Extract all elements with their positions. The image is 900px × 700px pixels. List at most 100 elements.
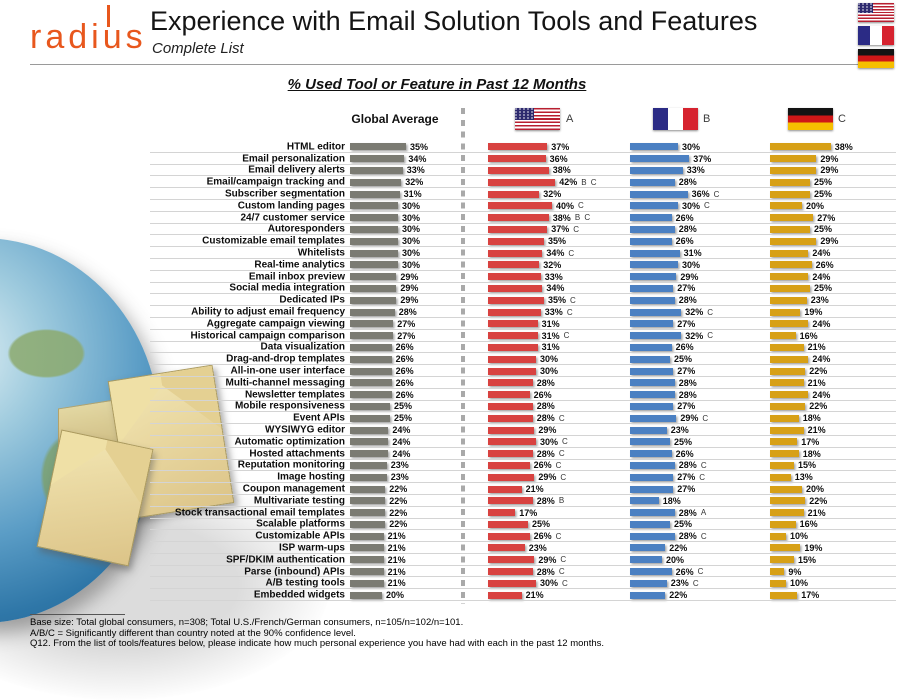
row-separator: [150, 175, 896, 177]
global-bar: [350, 296, 397, 304]
france-bar: [630, 261, 678, 269]
row-label: Social media integration: [229, 282, 345, 294]
us-bar-group: 30% C: [488, 436, 569, 448]
germany-value-label: 24%: [812, 271, 831, 282]
us-bar-group: 38%: [488, 165, 571, 177]
row-label: Multi-channel messaging: [225, 377, 345, 389]
row-separator: [150, 234, 896, 236]
france-significance-note: C: [700, 531, 708, 541]
germany-bar-group: 20%: [770, 483, 824, 495]
column-header-global: Global Average: [351, 112, 439, 126]
us-significance-note: B C: [581, 177, 598, 187]
france-value-label: 29%: [680, 413, 699, 424]
chart-row: Reputation monitoring 23% 26% C 28% C 15%: [0, 460, 900, 472]
france-bar-group: 25%: [630, 436, 692, 448]
row-label: Automatic optimization: [234, 436, 345, 448]
global-bar-group: 29%: [350, 294, 418, 306]
germany-bar: [770, 284, 810, 292]
us-significance-note: C: [566, 307, 574, 317]
germany-bar: [770, 143, 831, 151]
global-bar: [350, 166, 403, 174]
germany-value-label: 22%: [809, 366, 828, 377]
global-value-label: 26%: [395, 342, 414, 353]
row-label: Email inbox preview: [248, 271, 345, 283]
us-bar: [488, 332, 538, 340]
us-bar-group: 28% C: [488, 566, 566, 578]
france-value-label: 28%: [678, 531, 697, 542]
global-value-label: 20%: [386, 590, 405, 601]
france-bar: [630, 473, 674, 481]
chart-row: Multi-channel messaging 26% 28% 28% 21%: [0, 377, 900, 389]
row-label: ISP warm-ups: [279, 542, 345, 554]
france-value-label: 28%: [678, 177, 697, 188]
france-bar-group: 28% A: [630, 507, 707, 519]
row-label: Custom landing pages: [237, 200, 345, 212]
us-value-label: 30%: [540, 578, 559, 589]
global-bar: [350, 426, 389, 434]
chart-row: Autoresponders 30% 37% C 28% 25%: [0, 224, 900, 236]
global-value-label: 35%: [410, 141, 429, 152]
chart-row: 24/7 customer service 30% 38% B C 26% 27%: [0, 212, 900, 224]
france-value-label: 33%: [686, 165, 705, 176]
row-label: Ability to adjust email frequency: [191, 306, 345, 318]
column-header-germany: C: [838, 113, 846, 125]
germany-bar-group: 25%: [770, 283, 832, 295]
france-value-label: 30%: [682, 141, 701, 152]
germany-bar-group: 17%: [770, 436, 819, 448]
germany-bar: [770, 556, 794, 564]
us-bar-group: 30%: [488, 353, 558, 365]
chart-row: HTML editor 35% 37% 30% 38%: [0, 141, 900, 153]
france-value-label: 26%: [675, 342, 694, 353]
us-bar-group: 35% C: [488, 294, 577, 306]
germany-value-label: 29%: [820, 165, 839, 176]
france-bar: [630, 166, 683, 174]
germany-bar: [770, 485, 802, 493]
chart-row: Coupon management 22% 21% 27% 20%: [0, 483, 900, 495]
us-value-label: 37%: [551, 141, 570, 152]
france-bar-group: 27%: [630, 401, 695, 413]
global-bar-group: 26%: [350, 377, 414, 389]
row-label: Dedicated IPs: [279, 294, 345, 306]
germany-value-label: 22%: [809, 495, 828, 506]
us-significance-note: C: [570, 295, 577, 305]
france-value-label: 26%: [675, 566, 694, 577]
germany-value-label: 20%: [806, 484, 825, 494]
chart-row: All-in-one user interface 26% 30% 27% 22%: [0, 365, 900, 377]
france-value-label: 23%: [670, 578, 689, 589]
us-bar: [488, 402, 533, 410]
france-significance-note: C: [700, 460, 708, 470]
france-bar-group: 26%: [630, 342, 694, 354]
global-value-label: 30%: [402, 200, 421, 211]
row-separator: [150, 151, 896, 153]
radius-logo-text: radius: [30, 18, 147, 56]
global-value-label: 22%: [389, 519, 408, 530]
global-value-label: 27%: [397, 318, 416, 329]
global-bar: [350, 355, 392, 363]
france-bar-group: 30%: [630, 141, 700, 153]
global-bar: [350, 414, 390, 422]
germany-bar: [770, 166, 817, 174]
us-value-label: 31%: [541, 330, 560, 341]
row-label: Scalable platforms: [256, 518, 345, 530]
france-value-label: 28%: [678, 377, 697, 388]
france-bar: [630, 296, 675, 304]
france-bar-group: 29% C: [630, 412, 709, 424]
us-bar-group: 17%: [488, 507, 537, 519]
chart-row: Ability to adjust email frequency 28% 33% C…: [0, 306, 900, 318]
row-separator: [150, 505, 896, 507]
germany-value-label: 18%: [802, 448, 821, 459]
france-bar-group: 27%: [630, 483, 695, 495]
global-bar: [350, 320, 394, 328]
us-bar-group: 37% C: [488, 224, 580, 236]
germany-bar-group: 21%: [770, 507, 826, 519]
germany-bar: [770, 379, 804, 387]
france-value-label: 25%: [674, 354, 693, 365]
germany-bar: [770, 249, 809, 257]
france-bar-group: 36% C: [630, 188, 720, 200]
france-value-label: 25%: [674, 519, 693, 530]
france-bar-group: 32% C: [630, 306, 714, 318]
row-label: Data visualization: [260, 341, 345, 353]
germany-value-label: 24%: [812, 318, 831, 329]
germany-bar: [770, 190, 810, 198]
france-bar-group: 26%: [630, 448, 694, 460]
